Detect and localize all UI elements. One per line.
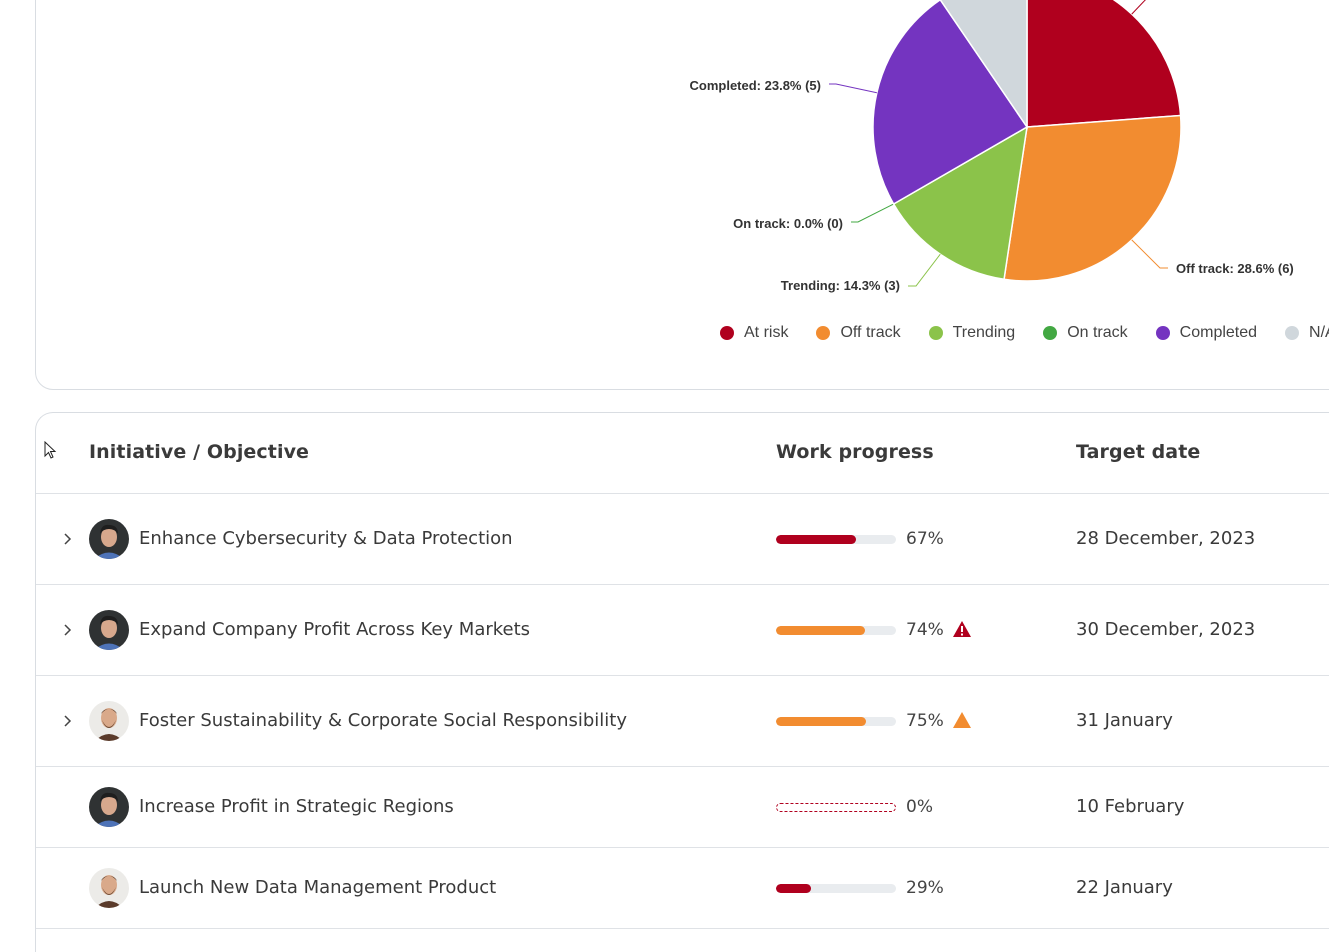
pie-label-completed: Completed: 23.8% (5) — [690, 78, 821, 93]
chevron-right-icon[interactable] — [60, 623, 74, 637]
column-header-initiative[interactable]: Initiative / Objective — [89, 441, 310, 463]
pie-slice-n-a[interactable] — [939, 0, 1028, 130]
chart-legend: At risk Off track Trending On track Complete… — [720, 324, 1329, 342]
chevron-right-icon[interactable] — [60, 532, 74, 546]
pie-label-on-track: On track: 0.0% (0) — [733, 216, 843, 231]
pie-slice-completed[interactable] — [872, 0, 1029, 206]
legend-dot-on-track — [1043, 326, 1058, 340]
warning-icon[interactable] — [952, 620, 972, 638]
chevron-right-icon[interactable] — [60, 714, 74, 728]
progress-percent: 0% — [906, 796, 933, 817]
column-header-target-date[interactable]: Target date — [1076, 441, 1201, 463]
avatar — [89, 700, 129, 741]
target-date: 22 January — [1076, 876, 1173, 898]
progress-percent: 75% — [906, 710, 944, 731]
pie-label-trending: Trending: 14.3% (3) — [781, 278, 900, 293]
legend-label-off-track: Off track — [840, 324, 901, 341]
target-date: 31 January — [1076, 709, 1173, 731]
legend-dot-completed — [1155, 326, 1170, 340]
pie-connector-at-risk — [1131, 0, 1146, 15]
pie-connector-trending — [908, 253, 941, 287]
legend-dot-trending — [928, 326, 943, 340]
progress-bar — [776, 716, 896, 726]
target-date: 30 December, 2023 — [1076, 618, 1256, 640]
avatar — [89, 867, 129, 908]
target-date: 28 December, 2023 — [1076, 527, 1256, 549]
legend-item-off-track[interactable]: Off track — [816, 324, 901, 342]
table-row[interactable]: Expand Company Profit Across Key Markets… — [36, 584, 1329, 676]
legend-item-at-risk[interactable]: At risk — [720, 324, 788, 342]
pie-slice-trending[interactable] — [892, 125, 1028, 281]
legend-label-completed: Completed — [1179, 324, 1258, 341]
pie-slice-at-risk[interactable] — [1026, 0, 1182, 128]
legend-item-on-track[interactable]: On track — [1043, 324, 1128, 342]
pie-label-off-track: Off track: 28.6% (6) — [1176, 261, 1294, 276]
initiative-title[interactable]: Expand Company Profit Across Key Markets — [139, 618, 531, 640]
pie-connector-on-track — [851, 203, 894, 223]
warning-icon[interactable] — [952, 711, 972, 729]
progress-bar-fill — [776, 716, 866, 726]
table-row[interactable]: Enhance Cybersecurity & Data Protection … — [36, 493, 1329, 585]
status-pie-chart: Off track: 28.6% (6) Trending: 14.3% (3) O… — [690, 0, 1294, 293]
table-header: Initiative / Objective Work progress Tar… — [36, 413, 1329, 494]
progress-bar — [776, 883, 896, 893]
legend-item-trending[interactable]: Trending — [928, 324, 1016, 342]
legend-label-n-a: N/A — [1309, 324, 1329, 341]
legend-label-at-risk: At risk — [744, 324, 789, 341]
legend-label-trending: Trending — [952, 324, 1016, 341]
initiative-title[interactable]: Increase Profit in Strategic Regions — [139, 795, 454, 817]
target-date: 10 February — [1076, 795, 1185, 817]
pie-connector-completed — [829, 83, 877, 94]
legend-label-on-track: On track — [1067, 324, 1128, 341]
legend-dot-off-track — [816, 326, 831, 340]
progress-bar — [776, 625, 896, 635]
progress-bar-fill — [776, 883, 811, 893]
column-header-work-progress[interactable]: Work progress — [776, 441, 934, 463]
progress-bar — [776, 534, 896, 544]
legend-dot-at-risk — [720, 326, 734, 340]
pie-connector-off-track — [1131, 239, 1168, 269]
initiative-title[interactable]: Foster Sustainability & Corporate Social… — [139, 709, 628, 731]
legend-item-completed[interactable]: Completed — [1155, 324, 1258, 342]
avatar — [89, 609, 129, 650]
avatar — [89, 786, 129, 827]
progress-percent: 29% — [906, 877, 944, 898]
pie-slice-off-track[interactable] — [1003, 114, 1182, 282]
mouse-cursor-icon — [44, 441, 57, 459]
table-row[interactable]: Foster Sustainability & Corporate Social… — [36, 675, 1329, 767]
table-row[interactable]: Increase Profit in Strategic Regions 0% 10… — [36, 766, 1329, 848]
initiatives-table: Initiative / Objective Work progress Tar… — [35, 412, 1329, 952]
progress-bar-empty — [776, 802, 896, 812]
legend-dot-n-a — [1285, 326, 1300, 340]
progress-percent: 74% — [906, 619, 944, 640]
table-row[interactable]: Launch New Data Management Product 29% 22… — [36, 847, 1329, 929]
initiative-title[interactable]: Enhance Cybersecurity & Data Protection — [139, 527, 513, 549]
progress-bar-fill — [776, 625, 865, 635]
legend-item-n-a[interactable]: N/A — [1285, 324, 1329, 342]
progress-bar-fill — [776, 534, 857, 544]
avatar — [89, 518, 129, 559]
initiative-title[interactable]: Launch New Data Management Product — [139, 876, 497, 898]
progress-percent: 67% — [906, 528, 944, 549]
